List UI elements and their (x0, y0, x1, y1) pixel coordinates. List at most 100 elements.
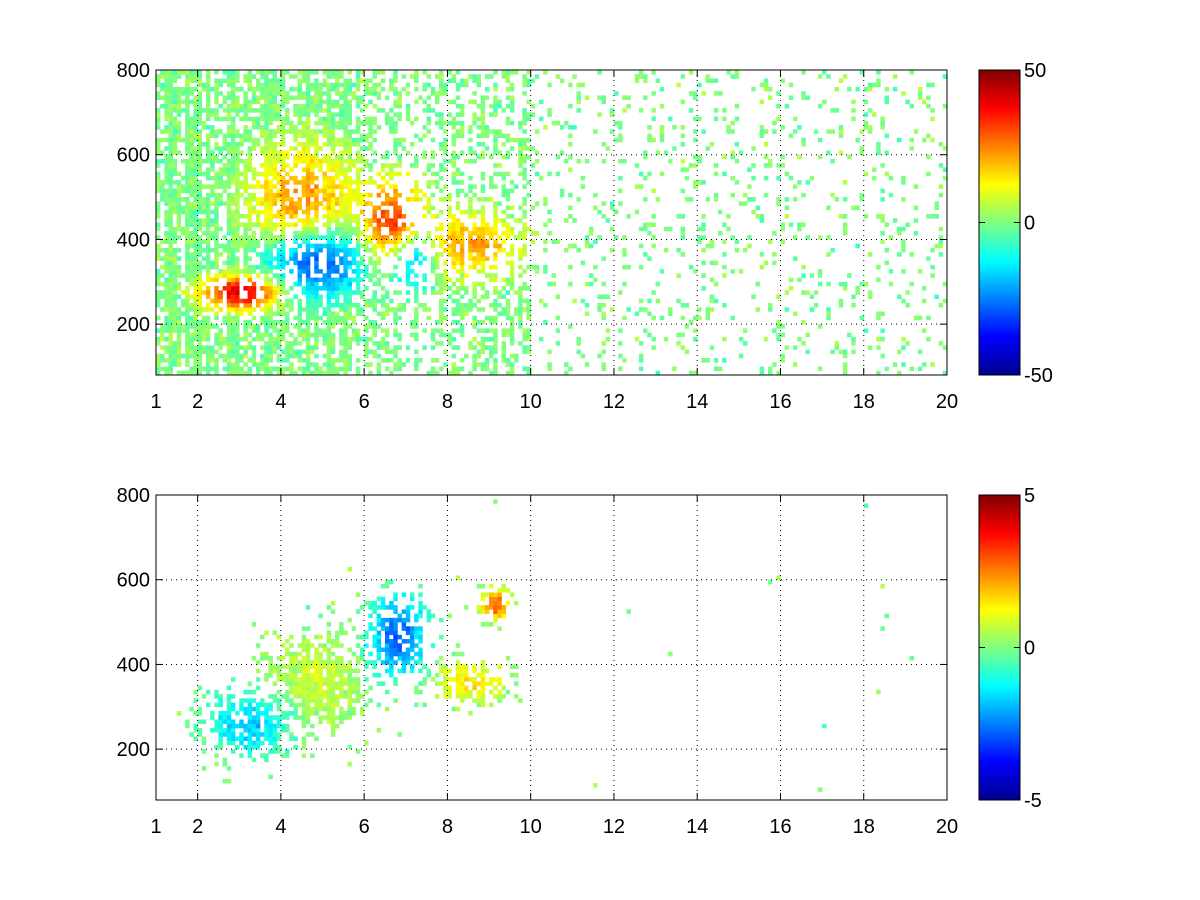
heatmap-cell (389, 163, 394, 168)
heatmap-cell (210, 201, 215, 206)
heatmap-cell (201, 332, 207, 338)
heatmap-cell (480, 366, 486, 372)
heatmap-cell (318, 643, 323, 648)
heatmap-cell (297, 91, 303, 96)
heatmap-cell (917, 86, 923, 92)
heatmap-cell (210, 235, 215, 240)
heatmap-cell (176, 150, 182, 156)
heatmap-cell (251, 192, 257, 198)
heatmap-cell (759, 99, 765, 105)
heatmap-cell (376, 370, 382, 376)
heatmap-cell (205, 336, 211, 342)
heatmap-cell (355, 86, 361, 92)
heatmap-cell (276, 715, 282, 720)
heatmap-cell (489, 353, 494, 359)
heatmap-cell (305, 677, 311, 682)
heatmap-cell (659, 269, 665, 274)
heatmap-cell (280, 116, 286, 122)
heatmap-cell (176, 315, 182, 321)
heatmap-cell (314, 286, 319, 291)
heatmap-cell (330, 70, 336, 75)
heatmap-cell (568, 82, 573, 88)
heatmap-cell (160, 324, 165, 329)
heatmap-cell (189, 732, 194, 737)
heatmap-cell (355, 188, 361, 194)
heatmap-cell (285, 319, 290, 325)
heatmap-cell (634, 74, 640, 79)
heatmap-cell (339, 353, 344, 359)
heatmap-cell (942, 370, 948, 376)
heatmap-cell (476, 362, 482, 367)
heatmap-cell (314, 319, 319, 325)
heatmap-cell (168, 78, 173, 84)
heatmap-cell (797, 154, 802, 160)
heatmap-cell (501, 230, 506, 236)
heatmap-cell (455, 201, 461, 206)
heatmap-cell (310, 698, 315, 703)
heatmap-cell (276, 345, 282, 350)
heatmap-cell (197, 70, 203, 75)
heatmap-cell (447, 286, 452, 291)
heatmap-cell (272, 298, 278, 304)
heatmap-cell (784, 197, 790, 202)
heatmap-cell (293, 353, 298, 359)
heatmap-cell (509, 82, 515, 88)
heatmap-cell (426, 184, 432, 189)
heatmap-cell (268, 294, 273, 300)
heatmap-cell (405, 197, 411, 202)
heatmap-cell (185, 723, 190, 729)
heatmap-cell (330, 341, 336, 346)
heatmap-cell (484, 358, 490, 363)
heatmap-cell (197, 133, 203, 139)
heatmap-cell (164, 358, 169, 363)
heatmap-cell (230, 222, 236, 228)
heatmap-cell (797, 125, 802, 130)
heatmap-cell (235, 286, 240, 291)
heatmap-cell (430, 180, 436, 185)
heatmap-cell (888, 281, 894, 287)
heatmap-cell (247, 226, 253, 232)
heatmap-cell (314, 685, 319, 691)
heatmap-cell (543, 319, 548, 325)
heatmap-cell (301, 91, 307, 96)
heatmap-cell (901, 226, 906, 232)
heatmap-cell (189, 133, 194, 139)
heatmap-cell (484, 290, 490, 295)
heatmap-cell (230, 146, 236, 151)
heatmap-cell (226, 723, 232, 729)
heatmap-cell (210, 358, 215, 363)
heatmap-cell (347, 91, 352, 96)
heatmap-cell (422, 273, 427, 278)
heatmap-cell (168, 349, 173, 355)
heatmap-cell (189, 70, 194, 75)
heatmap-cell (201, 142, 207, 147)
heatmap-cell (422, 108, 427, 113)
heatmap-cell (197, 260, 203, 266)
heatmap-cell (688, 264, 694, 270)
heatmap-cell (285, 694, 290, 699)
heatmap-cell (451, 230, 457, 236)
heatmap-cell (451, 298, 457, 304)
heatmap-cell (372, 226, 377, 232)
heatmap-cell (609, 108, 615, 113)
heatmap-cell (326, 184, 332, 189)
heatmap-cell (613, 235, 619, 240)
heatmap-cell (335, 214, 340, 219)
heatmap-cell (305, 180, 311, 185)
heatmap-cell (472, 260, 477, 266)
heatmap-cell (863, 214, 869, 219)
heatmap-cell (156, 341, 161, 346)
heatmap-cell (842, 349, 848, 355)
heatmap-cell (322, 307, 327, 312)
heatmap-cell (280, 78, 286, 84)
heatmap-cell (451, 362, 457, 367)
heatmap-cell (335, 290, 340, 295)
heatmap-cell (493, 226, 498, 232)
heatmap-cell (189, 706, 194, 712)
heatmap-cell (347, 286, 352, 291)
heatmap-cell (180, 324, 186, 329)
heatmap-cell (314, 256, 319, 261)
heatmap-cell (335, 201, 340, 206)
heatmap-cell (230, 197, 236, 202)
heatmap-cell (518, 307, 523, 312)
